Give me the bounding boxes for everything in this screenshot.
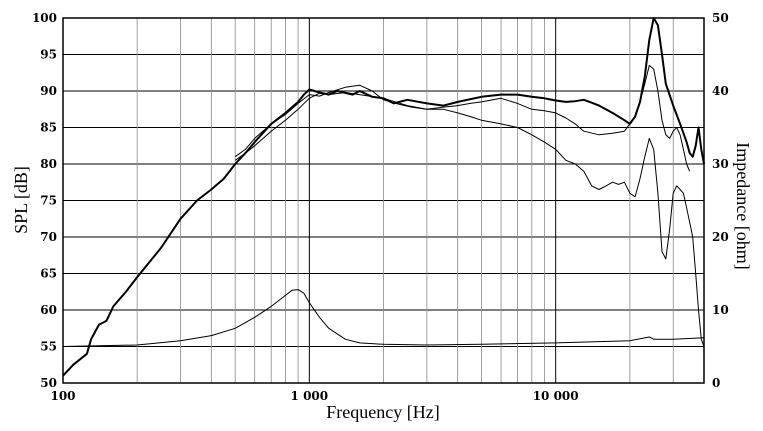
y-tick-label: 80	[40, 157, 57, 171]
y-tick-label: 100	[32, 11, 57, 25]
y-tick-label: 75	[40, 194, 57, 208]
grid-lines	[63, 18, 704, 383]
plot-frame	[62, 17, 705, 384]
series-line-impedance	[62, 289, 705, 347]
series-line-spl-30-deg	[234, 92, 705, 347]
y2-tick-label: 50	[712, 11, 729, 25]
y-tick-label: 70	[40, 230, 57, 244]
y2-tick-label: 0	[712, 376, 720, 390]
x-axis-title: Frequency [Hz]	[326, 402, 439, 422]
y-tick-label: 85	[40, 121, 57, 135]
y2-tick-label: 40	[712, 84, 729, 98]
y-tick-label: 65	[40, 267, 57, 281]
series-line-spl-on-axis	[62, 17, 705, 377]
x-tick-label: 10 000	[533, 389, 579, 403]
y2-tick-label: 30	[712, 157, 729, 171]
y-tick-label: 95	[40, 48, 57, 62]
y-axis-title-right: Impedance [ohm]	[733, 142, 753, 269]
y-tick-label: 90	[40, 84, 57, 98]
y-tick-label: 60	[40, 303, 57, 317]
y-tick-label: 55	[40, 340, 57, 354]
data-series	[62, 17, 705, 377]
x-tick-label: 100	[50, 389, 75, 403]
y2-tick-label: 20	[712, 230, 729, 244]
y2-tick-label: 10	[712, 303, 729, 317]
y-axis-title-left: SPL [dB]	[11, 166, 31, 234]
y-tick-label: 50	[40, 376, 57, 390]
x-tick-label: 1 000	[291, 389, 329, 403]
